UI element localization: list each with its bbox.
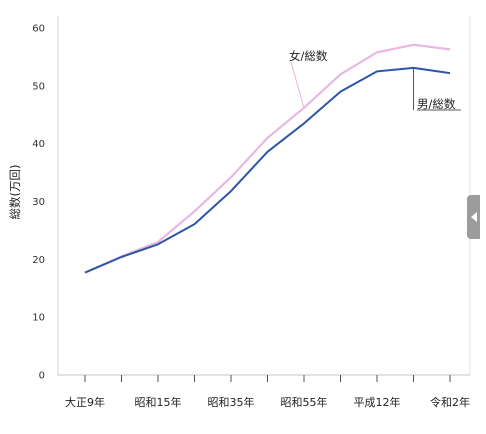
series-line-female (84, 43, 451, 274)
x-tick-label: 昭和55年 (281, 395, 328, 409)
x-axis: 大正9年 昭和15年 昭和35年 昭和55年 平成12年 令和2年 (65, 375, 470, 409)
female-series-label: 女/総数 (289, 49, 328, 63)
y-tick-label: 50 (32, 81, 45, 92)
plot-frame (57, 16, 471, 376)
y-axis-label: 総数(万回) (8, 165, 22, 220)
female-annotation-leader (290, 61, 305, 108)
y-axis: 0 10 20 30 40 50 60 (32, 24, 45, 382)
series-layer (84, 43, 451, 274)
x-tick-label: 昭和35年 (208, 395, 255, 409)
y-tick-label: 10 (32, 313, 45, 324)
y-tick-label: 60 (32, 24, 45, 35)
side-panel-toggle-button[interactable] (467, 195, 480, 239)
y-tick-label: 20 (32, 255, 45, 266)
x-tick-label: 平成12年 (354, 395, 401, 409)
chevron-left-icon (470, 212, 477, 222)
x-tick-label: 大正9年 (65, 395, 105, 409)
x-tick-label: 令和2年 (430, 395, 470, 409)
y-tick-label: 0 (39, 371, 45, 382)
y-tick-label: 30 (32, 197, 45, 208)
series-annotations: 女/総数男/総数 (289, 49, 461, 111)
series-line-male (84, 66, 451, 274)
male-series-label: 男/総数 (417, 97, 456, 111)
x-tick-label: 昭和15年 (135, 395, 182, 409)
y-tick-label: 40 (32, 139, 45, 150)
